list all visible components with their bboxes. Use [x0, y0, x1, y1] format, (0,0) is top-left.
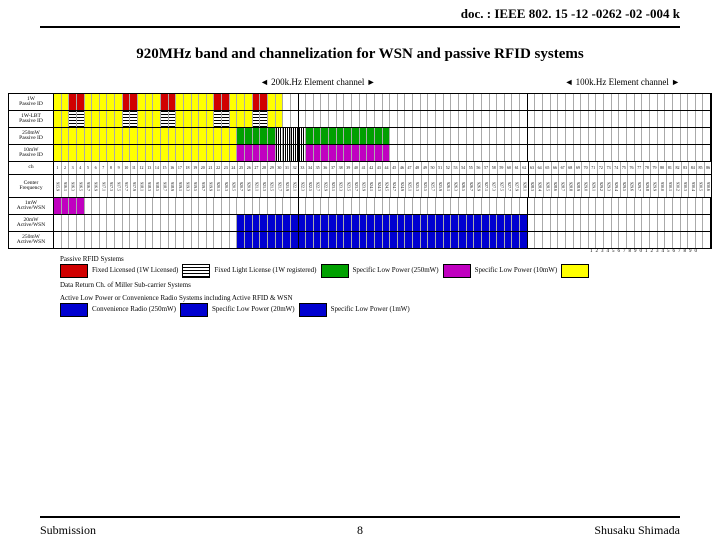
channel-chart: 1WPassive ID1W-LBTPassive ID250mWPassive… [8, 93, 712, 249]
legend: Passive RFID Systems Fixed Licensed (1W … [60, 255, 660, 317]
legend-i8: Specific Low Power (1mW) [331, 306, 410, 314]
row-label: 1mWActive/WSN [9, 198, 54, 214]
small-numbers: 12345678901234567890 [590, 249, 700, 254]
swatch-blue-3 [299, 303, 327, 317]
legend-i6: Convenience Radio (250mW) [92, 306, 176, 314]
label-100k: ◄ 100k.Hz Element channel ► [564, 77, 680, 87]
legend-i1: Fixed Licensed (1W Licensed) [92, 267, 178, 275]
legend-i2: Fixed Light License (1W registered) [214, 267, 316, 275]
channel-labels: ◄ 200k.Hz Element channel ► ◄ 100k.Hz El… [40, 77, 680, 91]
legend-head-2: Active Low Power or Convenience Radio Sy… [60, 294, 660, 302]
row-label: 1W-LBTPassive ID [9, 111, 54, 127]
swatch-magenta [443, 264, 471, 278]
swatch-blue-2 [180, 303, 208, 317]
swatch-hstripe [182, 264, 210, 278]
legend-i3: Specific Low Power (250mW) [353, 267, 439, 275]
label-200k: ◄ 200k.Hz Element channel ► [260, 77, 376, 87]
doc-id: doc. : IEEE 802. 15 -12 -0262 -02 -004 k [40, 6, 680, 22]
swatch-red [60, 264, 88, 278]
legend-i7: Specific Low Power (20mW) [212, 306, 295, 314]
swatch-yellow [561, 264, 589, 278]
footer-page: 8 [0, 523, 720, 538]
row-label: 10mWPassive ID [9, 145, 54, 161]
row-label: 1WPassive ID [9, 94, 54, 110]
row-label: 250mWActive/WSN [9, 232, 54, 248]
page-title: 920MHz band and channelization for WSN a… [40, 46, 680, 63]
legend-head-1: Passive RFID Systems [60, 255, 660, 263]
swatch-blue-1 [60, 303, 88, 317]
legend-i4: Specific Low Power (10mW) [475, 267, 558, 275]
legend-i5: Data Return Ch. of Miller Sub-carrier Sy… [60, 282, 191, 290]
rule-bottom [40, 516, 680, 518]
row-label: 20mWActive/WSN [9, 215, 54, 231]
row-label: 250mWPassive ID [9, 128, 54, 144]
rule-top [40, 26, 680, 28]
swatch-green [321, 264, 349, 278]
